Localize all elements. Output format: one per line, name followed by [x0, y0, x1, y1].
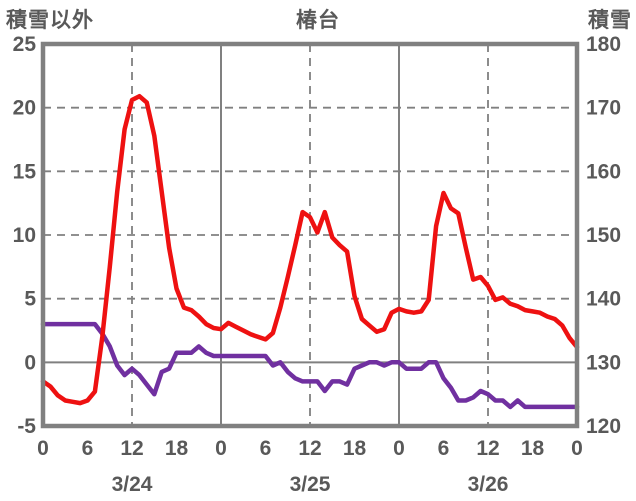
x-tick-label-48: 0: [393, 437, 405, 460]
date-label-3-25: 3/25: [290, 473, 331, 496]
x-tick-label-12: 12: [120, 437, 143, 460]
left-tick-label-5: 5: [24, 288, 36, 311]
x-tick-label-60: 12: [476, 437, 499, 460]
x-tick-label-6: 6: [82, 437, 94, 460]
x-tick-label-18: 18: [165, 437, 189, 460]
right-tick-label-130: 130: [586, 351, 621, 374]
date-label-3-24: 3/24: [112, 473, 153, 496]
x-tick-label-54: 6: [438, 437, 450, 460]
left-tick-label-15: 15: [13, 160, 37, 183]
purple-series-line: [40, 321, 580, 410]
date-label-3-26: 3/26: [468, 473, 509, 496]
right-tick-label-120: 120: [586, 415, 621, 438]
left-tick-label--5: -5: [17, 415, 36, 438]
right-axis-title: 積雪: [588, 9, 632, 32]
x-tick-label-36: 12: [298, 437, 321, 460]
left-tick-label-10: 10: [13, 224, 36, 247]
red-series-line: [40, 93, 580, 406]
x-tick-label-0: 0: [37, 437, 49, 460]
left-axis-title: 積雪以外: [6, 9, 94, 32]
x-tick-label-24: 0: [215, 437, 227, 460]
x-tick-label-72: 0: [571, 437, 583, 460]
x-tick-label-42: 18: [343, 437, 367, 460]
right-tick-label-160: 160: [586, 160, 621, 183]
left-tick-label-20: 20: [13, 97, 36, 120]
x-tick-label-30: 6: [260, 437, 272, 460]
right-tick-label-150: 150: [586, 224, 621, 247]
right-tick-label-140: 140: [586, 288, 621, 311]
x-tick-label-66: 18: [521, 437, 545, 460]
right-tick-label-180: 180: [586, 33, 621, 56]
chart-title: 椿台: [296, 9, 340, 32]
left-tick-label-25: 25: [13, 33, 37, 56]
right-tick-label-170: 170: [586, 97, 621, 120]
plot-border: [40, 41, 580, 429]
left-tick-label-0: 0: [24, 351, 36, 374]
